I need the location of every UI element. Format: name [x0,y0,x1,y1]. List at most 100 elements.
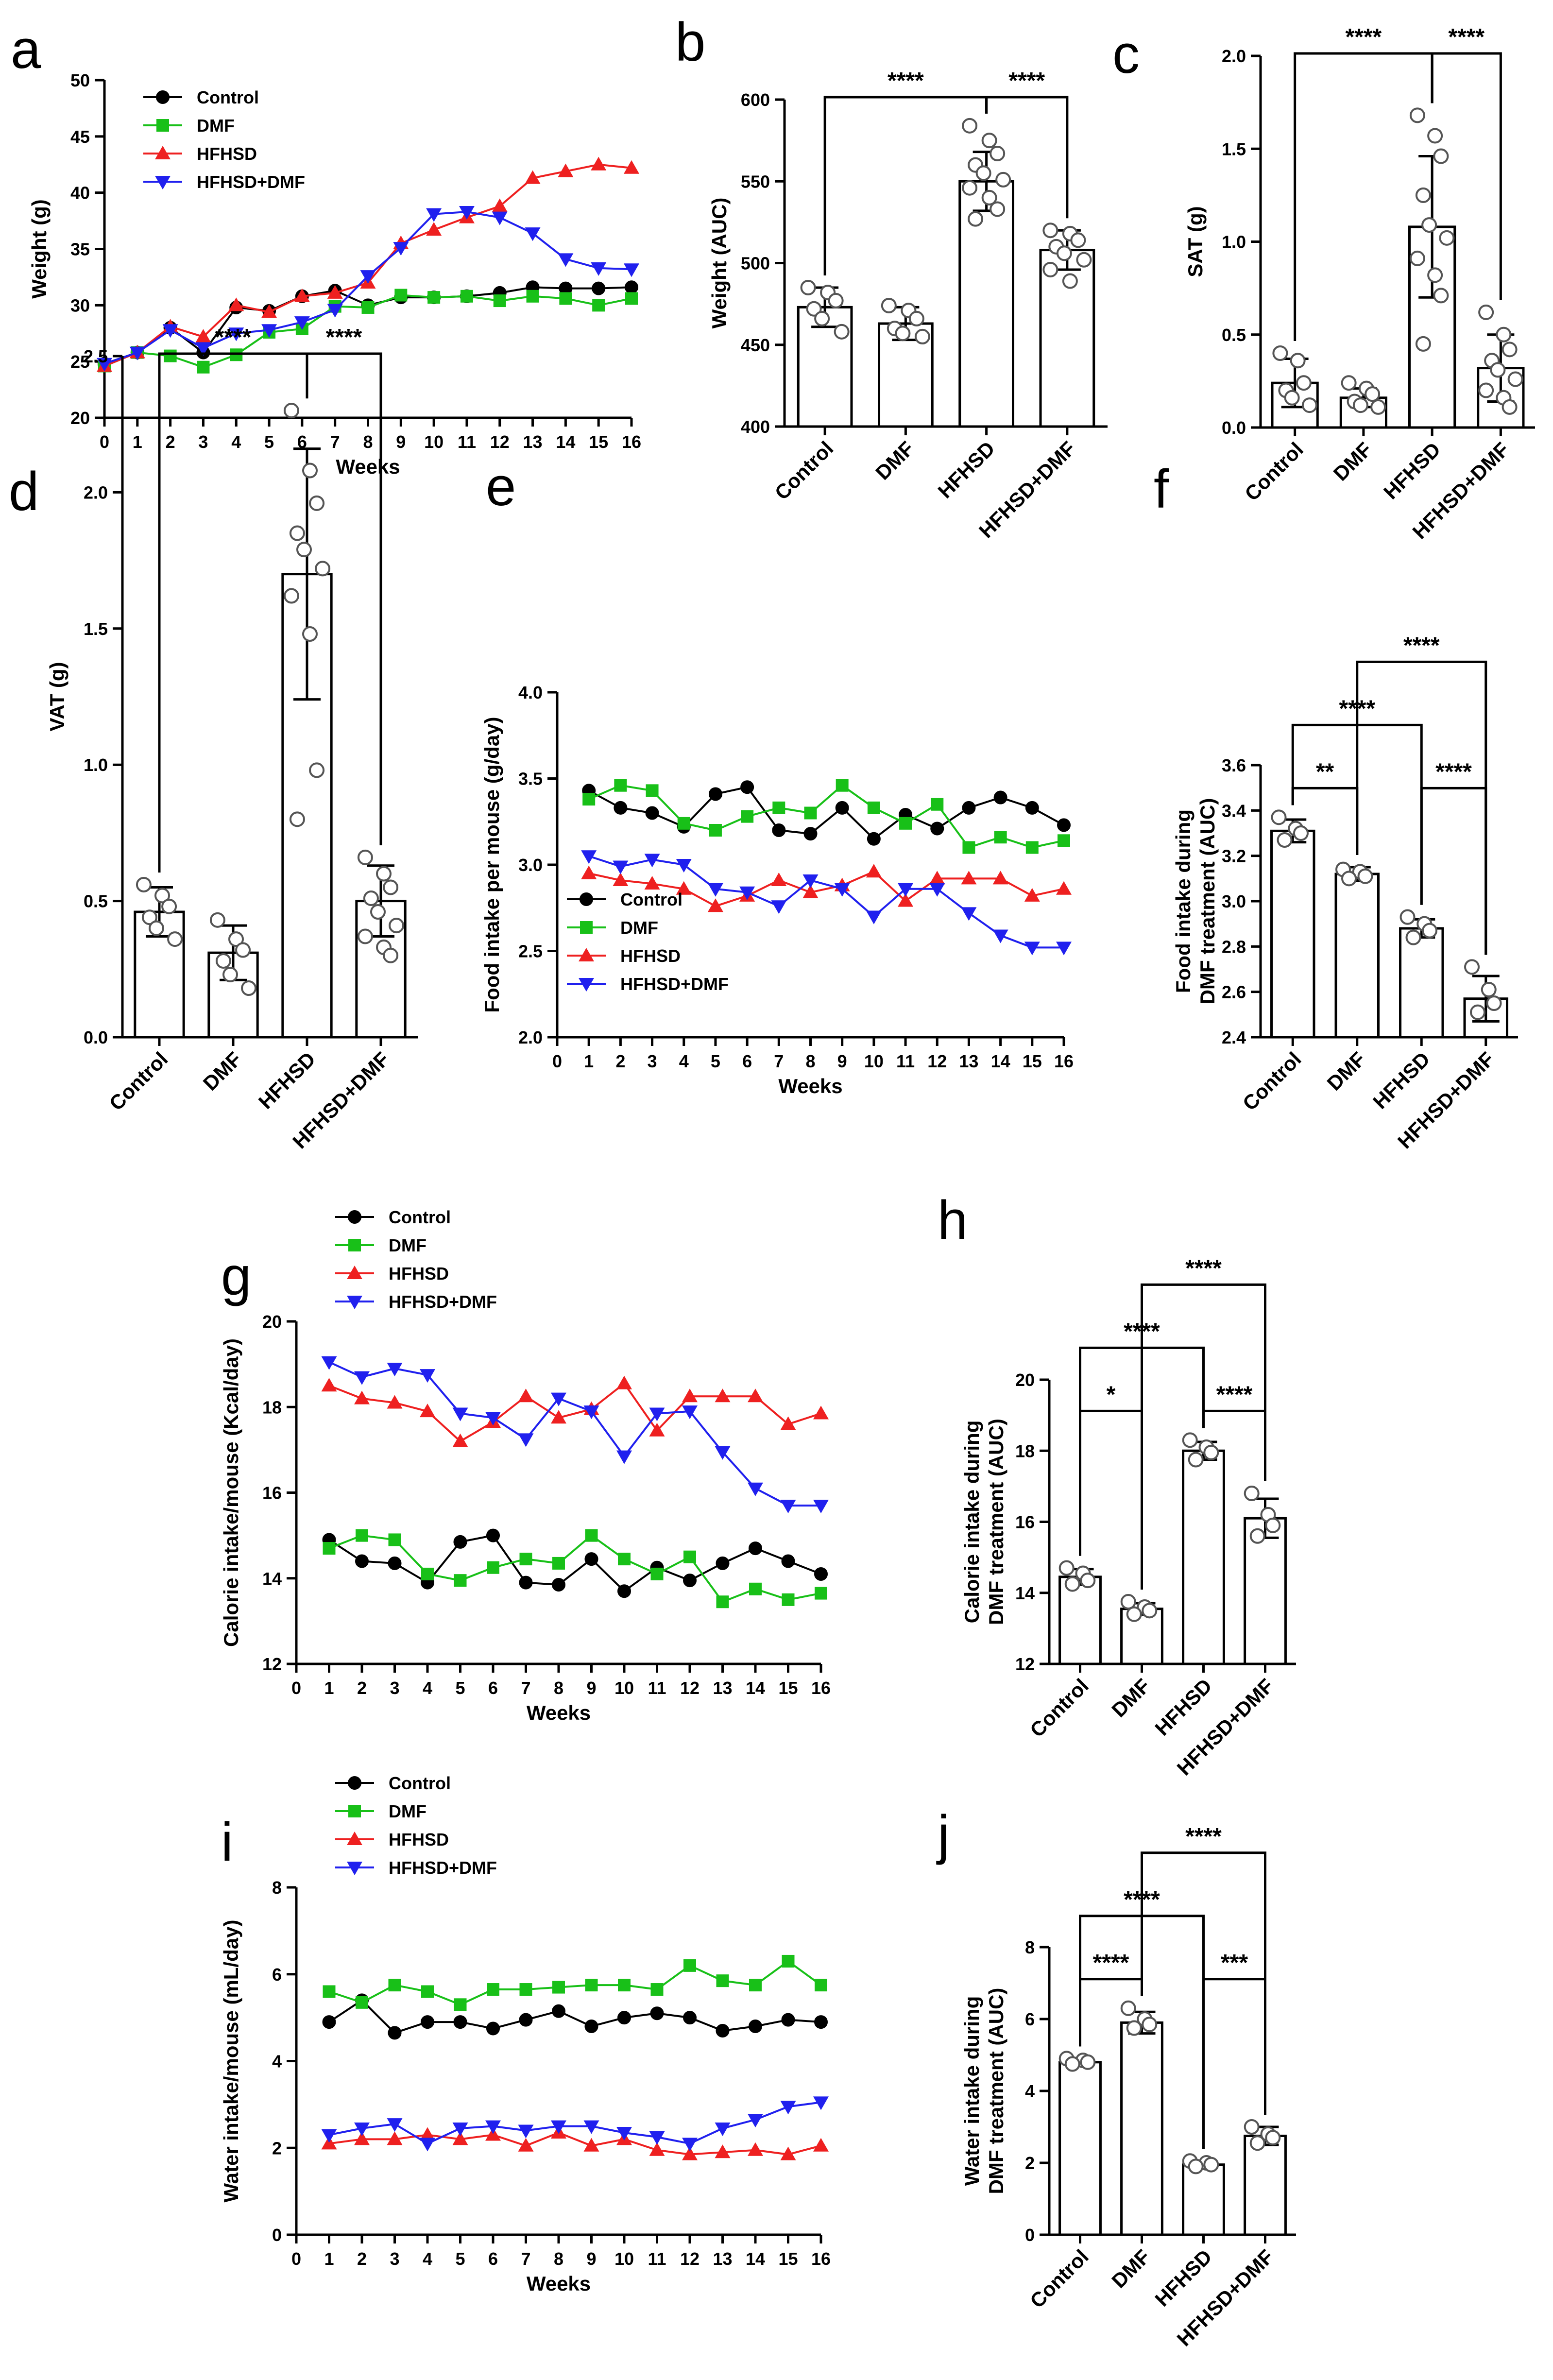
x-tick-label: 11 [458,432,476,452]
data-point [519,1983,532,1996]
y-tick-label: 20 [262,1312,282,1332]
legend-marker [348,1776,361,1790]
data-point [682,2138,698,2152]
data-point [975,165,991,181]
x-tick-label: 13 [713,1678,732,1698]
panel-letter: i [221,1812,233,1872]
data-point [814,310,830,326]
data-point [968,211,984,227]
data-point [1244,2119,1260,2135]
data-point [914,328,930,344]
y-tick-label: 6 [1025,2009,1035,2029]
x-tick-label: 0 [100,432,109,452]
data-point [716,2023,730,2038]
significance-label: **** [326,325,362,350]
data-point [526,290,539,303]
significance-label: **** [1185,1255,1222,1281]
data-point [356,1529,368,1542]
x-tick-label: 9 [396,432,406,452]
data-point [360,270,376,284]
data-point [715,1446,731,1460]
data-point [525,227,541,241]
data-point [676,859,692,873]
data-point [1399,909,1416,925]
data-point [929,871,945,885]
y-tick-label: 12 [1015,1654,1035,1674]
x-tick-label: 6 [742,1051,752,1071]
data-point [487,1983,499,1996]
data-point [376,866,392,882]
data-point [321,2129,337,2143]
chart-d: d 0.0 0.5 1.0 1.5 2.0 2.5 VAT (g) Control DMF HFHS… [9,325,418,1153]
x-tick-label: 14 [746,1678,765,1698]
significance-bracket [1202,1978,1266,2149]
data-point [748,2142,763,2156]
data-point [519,1575,533,1590]
x-tick-label: DMF [1323,1047,1370,1095]
x-tick-label: 3 [390,2249,399,2269]
legend-marker [579,948,594,961]
data-point [518,1433,534,1447]
data-point [582,793,596,806]
chart-f: f 2.4 2.6 2.8 3.0 3.2 3.4 3.6 Food intake during… [1154,459,1518,1153]
data-point [453,2015,467,2029]
data-point [315,561,331,577]
x-tick-label: Control [770,437,838,504]
y-tick-label: 8 [272,1878,282,1898]
x-tick-label: 10 [424,432,444,452]
data-point [296,542,312,558]
data-point [420,1369,435,1383]
data-point [834,883,850,897]
x-tick-label: 15 [589,432,608,452]
data-point [1341,871,1357,887]
panel-letter: b [675,12,705,72]
data-point [149,920,164,936]
data-point [581,865,597,879]
data-point [228,297,244,311]
significance-bracket [306,352,382,845]
data-point [1481,982,1497,997]
y-axis-title: SAT (g) [1184,206,1207,277]
data-point [354,1371,370,1385]
data-point [748,2114,763,2128]
y-tick-label: 0.5 [1222,325,1246,345]
x-tick-label: 15 [778,2249,798,2269]
x-tick-label: 2 [357,2249,367,2269]
data-point [994,831,1007,844]
data-point [492,198,508,212]
y-tick-label: 16 [262,1483,282,1503]
data-point [613,872,629,886]
data-point [866,864,882,878]
series-line-HFHSD+DMF [588,855,1064,949]
series-line-DMF [328,1534,821,1603]
legend-label: HFHSD+DMF [197,172,305,192]
data-point [1070,232,1086,248]
data-point [321,1356,337,1370]
y-axis-title: Weight (g) [28,199,51,299]
bar-HFHSD [1182,2163,1225,2236]
legend-marker [347,1832,362,1845]
data-point [327,285,343,299]
x-tick-label: 9 [586,1678,596,1698]
x-tick-label: Control [1238,1047,1306,1115]
data-point [1058,834,1070,847]
x-tick-label: HFHSD [933,437,999,503]
series-line-HFHSD+DMF [329,2101,821,2145]
significance-label: **** [1093,1950,1129,1976]
y-tick-label: 3.5 [518,769,543,789]
data-point [421,1985,434,1998]
data-point [1486,995,1502,1011]
x-tick-label: DMF [199,1047,246,1095]
data-point [782,1593,795,1606]
data-point [616,1375,632,1389]
data-point [836,779,849,792]
data-point [929,883,945,897]
data-point [454,1574,467,1587]
data-point [383,879,399,895]
data-point [321,1378,337,1392]
legend-label: DMF [389,1235,427,1255]
data-point [387,2131,403,2145]
data-point [1126,2020,1142,2036]
